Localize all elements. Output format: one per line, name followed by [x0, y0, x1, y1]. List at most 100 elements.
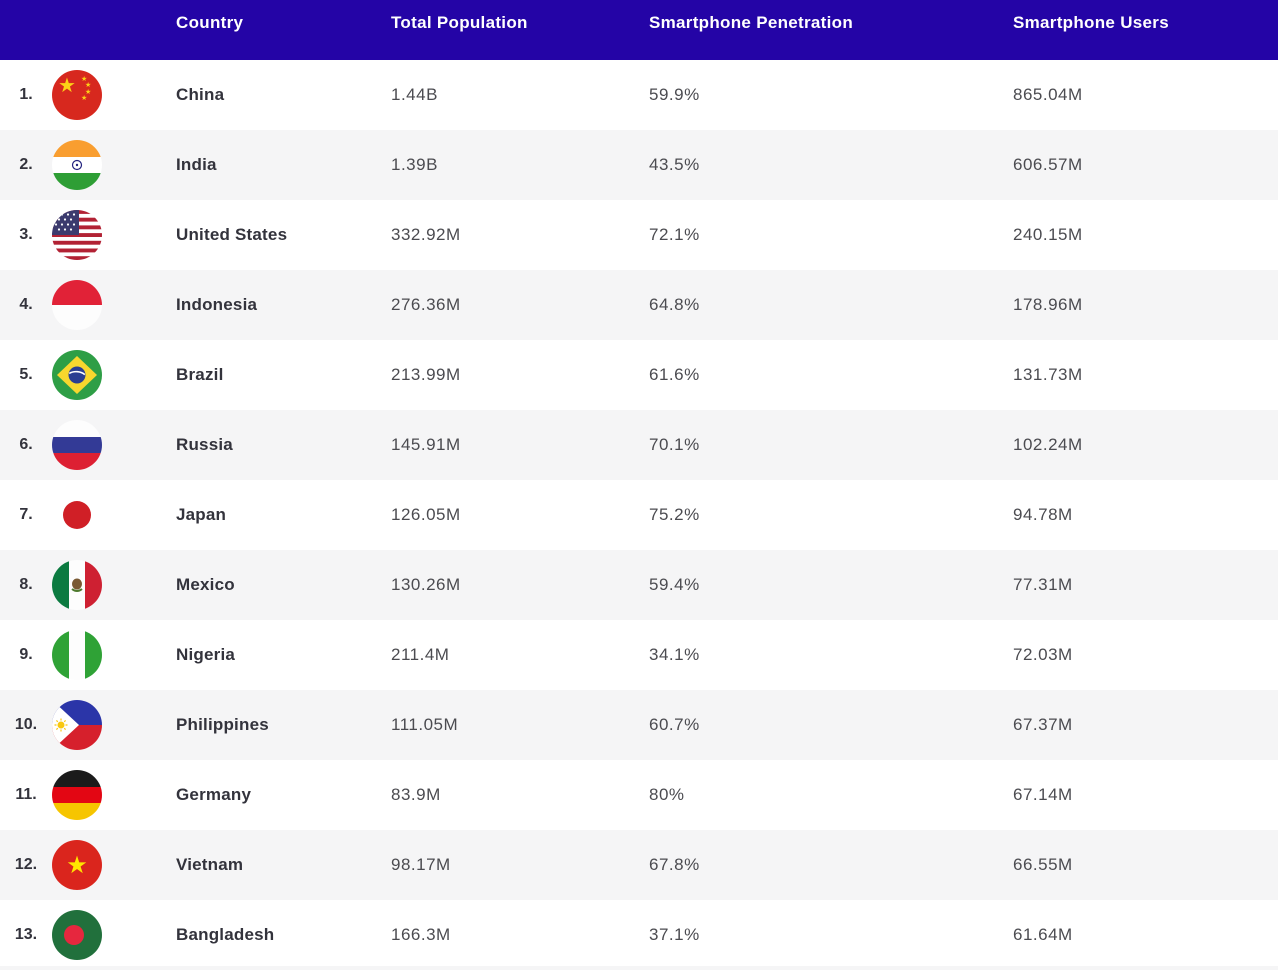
smartphone-penetration-value: 64.8%: [649, 295, 700, 314]
country-name: Bangladesh: [176, 925, 275, 944]
rank-label: 11.: [15, 786, 37, 803]
smartphone-users-value: 67.37M: [1013, 715, 1073, 734]
country-name: Nigeria: [176, 645, 236, 664]
table-row-india: 2. India 1.39B 43.5% 606.57M: [0, 130, 1278, 200]
smartphone-users-value: 606.57M: [1013, 155, 1083, 174]
rank-label: 7.: [19, 506, 33, 523]
rank-label: 6.: [19, 436, 33, 453]
flag-japan-icon: [52, 490, 176, 540]
country-name: India: [176, 155, 217, 174]
flag-russia-icon: [52, 420, 176, 470]
table-row-mexico: 8. Mexico 130.26M 59.4% 77.31M: [0, 550, 1278, 620]
header-total-population: Total Population: [391, 13, 528, 32]
total-population-value: 98.17M: [391, 855, 451, 874]
flag-germany-icon: [52, 770, 176, 820]
smartphone-users-value: 67.14M: [1013, 785, 1073, 804]
rank-label: 3.: [19, 226, 33, 243]
next-row-partial: [0, 966, 1278, 970]
rank-label: 1.: [19, 86, 33, 103]
table-row-bangladesh: 13. Bangladesh 166.3M 37.1% 61.64M: [0, 900, 1278, 970]
smartphone-users-value: 77.31M: [1013, 575, 1073, 594]
country-name: Indonesia: [176, 295, 258, 314]
country-name: Russia: [176, 435, 233, 454]
total-population-value: 130.26M: [391, 575, 461, 594]
total-population-value: 1.39B: [391, 155, 438, 174]
flag-philippines-icon: [52, 700, 176, 750]
country-name: Vietnam: [176, 855, 244, 874]
smartphone-penetration-value: 59.4%: [649, 575, 700, 594]
smartphone-users-value: 61.64M: [1013, 925, 1073, 944]
total-population-value: 145.91M: [391, 435, 461, 454]
smartphone-users-value: 66.55M: [1013, 855, 1073, 874]
rank-label: 13.: [14, 926, 38, 943]
svg-text:★: ★: [81, 75, 87, 83]
smartphone-users-value: 865.04M: [1013, 85, 1083, 104]
smartphone-users-value: 94.78M: [1013, 505, 1073, 524]
smartphone-penetration-value: 60.7%: [649, 715, 700, 734]
total-population-value: 213.99M: [391, 365, 461, 384]
rank-label: 12.: [14, 856, 38, 873]
smartphone-penetration-value: 37.1%: [649, 925, 700, 944]
total-population-value: 166.3M: [391, 925, 451, 944]
flag-china-icon: ★ ★ ★ ★ ★: [52, 70, 176, 120]
flag-vietnam-icon: ★: [52, 840, 176, 890]
smartphone-users-value: 102.24M: [1013, 435, 1083, 454]
total-population-value: 276.36M: [391, 295, 461, 314]
header-rank-spacer: [0, 0, 52, 13]
smartphone-penetration-value: 59.9%: [649, 85, 700, 104]
table-row-russia: 6. Russia 145.91M 70.1% 102.24M: [0, 410, 1278, 480]
country-name: Japan: [176, 505, 227, 524]
total-population-value: 126.05M: [391, 505, 461, 524]
country-name: Brazil: [176, 365, 224, 384]
smartphone-penetration-value: 43.5%: [649, 155, 700, 174]
rank-label: 5.: [19, 366, 33, 383]
rank-label: 9.: [19, 646, 33, 663]
table-row-germany: 11. Germany 83.9M 80% 67.14M: [0, 760, 1278, 830]
header-smartphone-penetration: Smartphone Penetration: [649, 13, 854, 32]
svg-text:★: ★: [58, 73, 76, 97]
smartphone-users-value: 178.96M: [1013, 295, 1083, 314]
country-name: Mexico: [176, 575, 235, 594]
table-row-philippines: 10. Philippines 111.05M 60.7% 67.37M: [0, 690, 1278, 760]
smartphone-users-value: 240.15M: [1013, 225, 1083, 244]
flag-india-icon: [52, 140, 176, 190]
svg-text:★: ★: [66, 851, 88, 879]
total-population-value: 332.92M: [391, 225, 461, 244]
table-row-japan: 7. Japan 126.05M 75.2% 94.78M: [0, 480, 1278, 550]
header-country: Country: [176, 13, 244, 32]
table-row-brazil: 5. Brazil 213.99M 61.6% 131.73M: [0, 340, 1278, 410]
smartphone-penetration-value: 70.1%: [649, 435, 700, 454]
smartphone-penetration-value: 61.6%: [649, 365, 700, 384]
flag-brazil-icon: [52, 350, 176, 400]
smartphone-penetration-value: 75.2%: [649, 505, 700, 524]
flag-united-states-icon: [52, 210, 176, 260]
flag-nigeria-icon: [52, 630, 176, 680]
smartphone-users-value: 72.03M: [1013, 645, 1073, 664]
smartphone-penetration-value: 72.1%: [649, 225, 700, 244]
smartphone-penetration-value: 34.1%: [649, 645, 700, 664]
table-header-row: Country Total Population Smartphone Pene…: [0, 0, 1278, 60]
header-smartphone-users: Smartphone Users: [1013, 13, 1169, 32]
country-name: China: [176, 85, 225, 104]
svg-text:★: ★: [81, 94, 87, 102]
total-population-value: 211.4M: [391, 645, 450, 664]
total-population-value: 83.9M: [391, 785, 441, 804]
country-name: United States: [176, 225, 288, 244]
total-population-value: 1.44B: [391, 85, 438, 104]
rank-label: 10.: [14, 716, 38, 733]
table-row-united-states: 3. United States 332.92M: [0, 200, 1278, 270]
table-row-vietnam: 12. ★ Vietnam 98.17M 67.8% 66.55M: [0, 830, 1278, 900]
smartphone-penetration-value: 80%: [649, 785, 685, 804]
svg-text:★: ★: [85, 88, 91, 96]
rank-label: 2.: [19, 156, 33, 173]
flag-bangladesh-icon: [52, 910, 176, 960]
smartphone-users-value: 131.73M: [1013, 365, 1083, 384]
flag-indonesia-icon: [52, 280, 176, 330]
header-flag-spacer: [52, 0, 176, 13]
country-name: Philippines: [176, 715, 269, 734]
total-population-value: 111.05M: [391, 715, 459, 734]
country-name: Germany: [176, 785, 252, 804]
svg-text:★: ★: [85, 81, 91, 89]
table-row-indonesia: 4. Indonesia 276.36M 64.8% 178.96M: [0, 270, 1278, 340]
